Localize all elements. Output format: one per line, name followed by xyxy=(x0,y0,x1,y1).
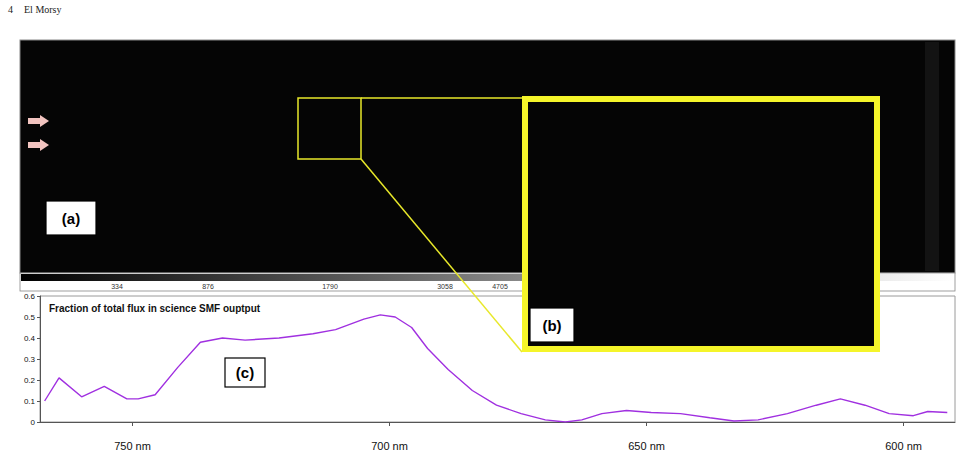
svg-text:650 nm: 650 nm xyxy=(628,440,665,452)
svg-text:0.2: 0.2 xyxy=(24,376,36,385)
svg-text:(a): (a) xyxy=(62,210,80,227)
svg-text:600 nm: 600 nm xyxy=(885,440,922,452)
svg-text:3058: 3058 xyxy=(437,283,453,290)
svg-text:0.1: 0.1 xyxy=(24,397,36,406)
svg-text:Fraction of total flux in scie: Fraction of total flux in science SMF ou… xyxy=(49,303,261,314)
svg-text:4705: 4705 xyxy=(492,283,508,290)
svg-text:876: 876 xyxy=(202,283,214,290)
svg-text:334: 334 xyxy=(111,283,123,290)
svg-text:700 nm: 700 nm xyxy=(371,440,408,452)
svg-text:0.5: 0.5 xyxy=(24,313,36,322)
svg-text:0.4: 0.4 xyxy=(24,334,36,343)
svg-text:0.6: 0.6 xyxy=(24,292,36,301)
svg-text:El Morsy: El Morsy xyxy=(24,4,62,15)
svg-text:(b): (b) xyxy=(542,317,561,334)
svg-text:1790: 1790 xyxy=(322,283,338,290)
svg-text:0: 0 xyxy=(31,418,36,427)
svg-text:0.3: 0.3 xyxy=(24,355,36,364)
svg-text:(c): (c) xyxy=(236,364,254,381)
svg-text:750 nm: 750 nm xyxy=(114,440,151,452)
svg-text:4: 4 xyxy=(8,4,13,15)
